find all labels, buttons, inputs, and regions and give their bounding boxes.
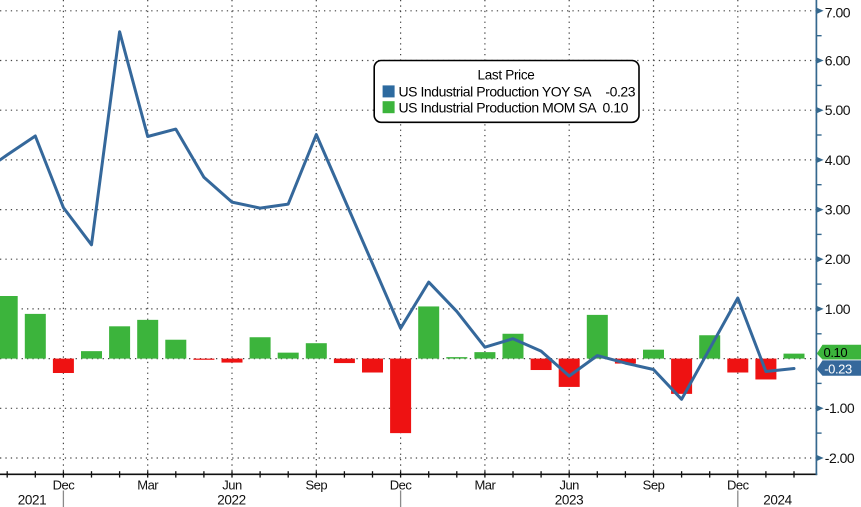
svg-text:-1.00: -1.00 (825, 400, 855, 416)
svg-text:4.00: 4.00 (825, 152, 851, 168)
svg-text:2024: 2024 (763, 493, 792, 507)
svg-text:2021: 2021 (18, 493, 46, 507)
svg-text:0.10: 0.10 (603, 99, 629, 115)
svg-text:US Industrial Production YOY S: US Industrial Production YOY SA (399, 84, 593, 100)
svg-text:1.00: 1.00 (825, 301, 851, 317)
svg-text:Last Price: Last Price (477, 68, 534, 83)
svg-text:3.00: 3.00 (825, 202, 851, 218)
svg-text:Jun: Jun (222, 478, 242, 493)
svg-text:Dec: Dec (390, 478, 413, 493)
svg-text:US Industrial Production MOM S: US Industrial Production MOM SA (399, 99, 598, 115)
svg-text:-0.23: -0.23 (824, 361, 852, 376)
svg-text:5.00: 5.00 (825, 102, 851, 118)
svg-text:Sep: Sep (643, 478, 665, 493)
svg-text:-0.23: -0.23 (605, 84, 635, 100)
svg-text:2.00: 2.00 (825, 251, 851, 267)
svg-text:Mar: Mar (474, 478, 496, 493)
svg-text:2022: 2022 (217, 493, 245, 507)
svg-text:Dec: Dec (727, 478, 750, 493)
svg-text:Mar: Mar (137, 478, 159, 493)
svg-text:6.00: 6.00 (825, 52, 851, 68)
svg-text:7.00: 7.00 (825, 5, 851, 21)
svg-text:Jun: Jun (559, 478, 579, 493)
svg-text:Sep: Sep (305, 478, 327, 493)
svg-text:2023: 2023 (555, 493, 583, 507)
svg-text:0.10: 0.10 (824, 345, 848, 360)
svg-text:Dec: Dec (53, 478, 76, 493)
svg-text:-2.00: -2.00 (825, 450, 855, 466)
